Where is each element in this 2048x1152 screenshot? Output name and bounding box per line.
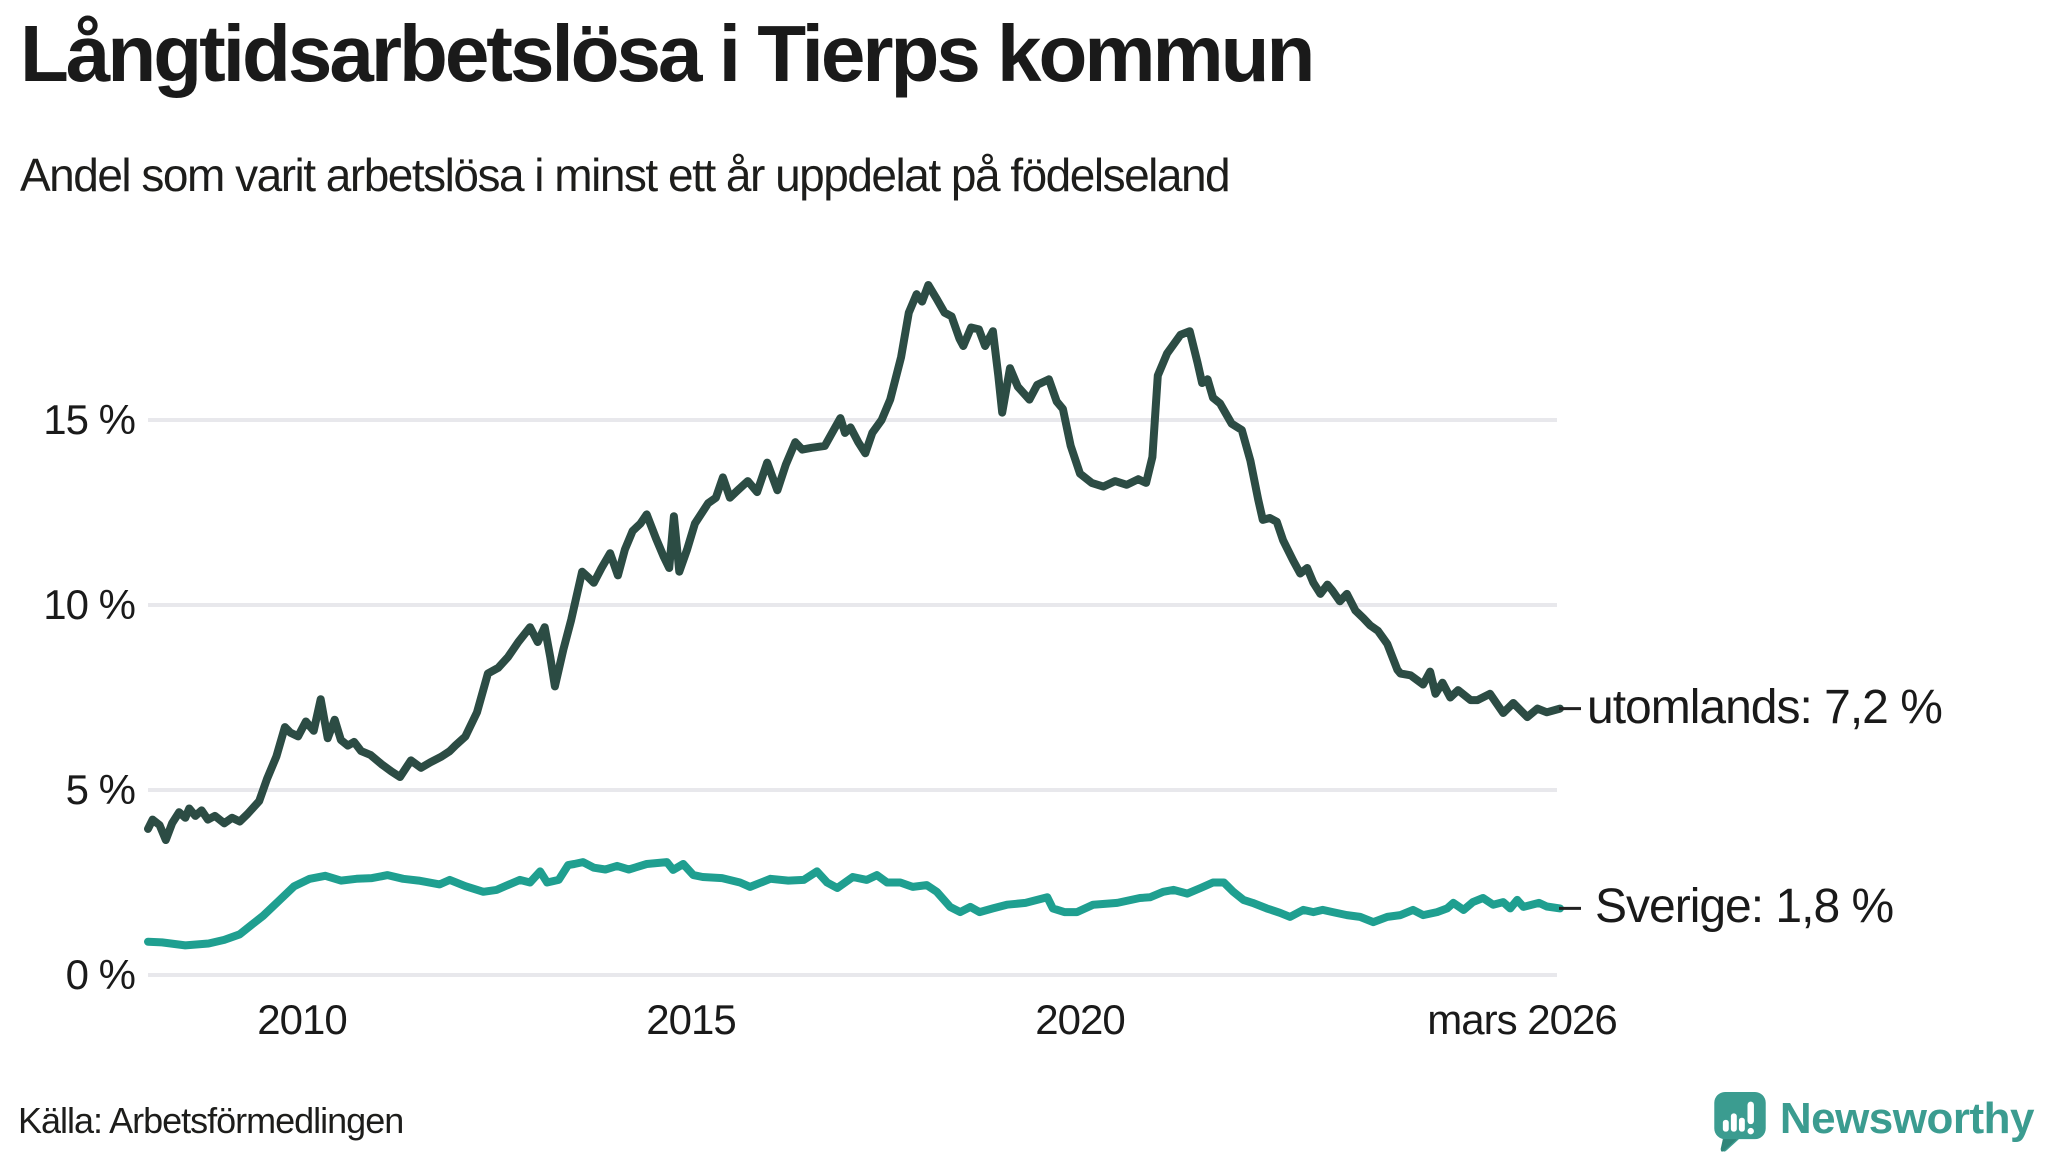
x-tick-2020: 2020 [1035,996,1125,1043]
page-title: Långtidsarbetslösa i Tierps kommun [20,9,1315,98]
series-label-sverige: Sverige: 1,8 % [1595,880,1894,934]
page-subtitle: Andel som varit arbetslösa i minst ett å… [20,149,1231,201]
source-note: Källa: Arbetsförmedlingen [18,1100,404,1141]
x-tick-2010: 2010 [257,996,347,1043]
series-paths [144,281,1564,950]
series-line-utomlands [144,281,1564,844]
series-label-utomlands: utomlands: 7,2 % [1587,680,1943,734]
series-line-Sverige [144,858,1564,950]
y-tick-5: 5 % [65,766,136,813]
newsworthy-wordmark: Newsworthy [1779,1094,2035,1143]
newsworthy-logo: Newsworthy [1714,1086,2035,1152]
newsworthy-bubble-chart-icon [1714,1092,1766,1152]
y-tick-10: 10 % [43,581,136,628]
label-connectors [1559,707,1581,910]
x-tick-2015: 2015 [646,996,736,1043]
y-tick-15: 15 % [43,396,136,443]
y-tick-0: 0 % [65,951,136,998]
gridlines [148,418,1557,977]
x-tick-mars-2026: mars 2026 [1427,996,1617,1043]
